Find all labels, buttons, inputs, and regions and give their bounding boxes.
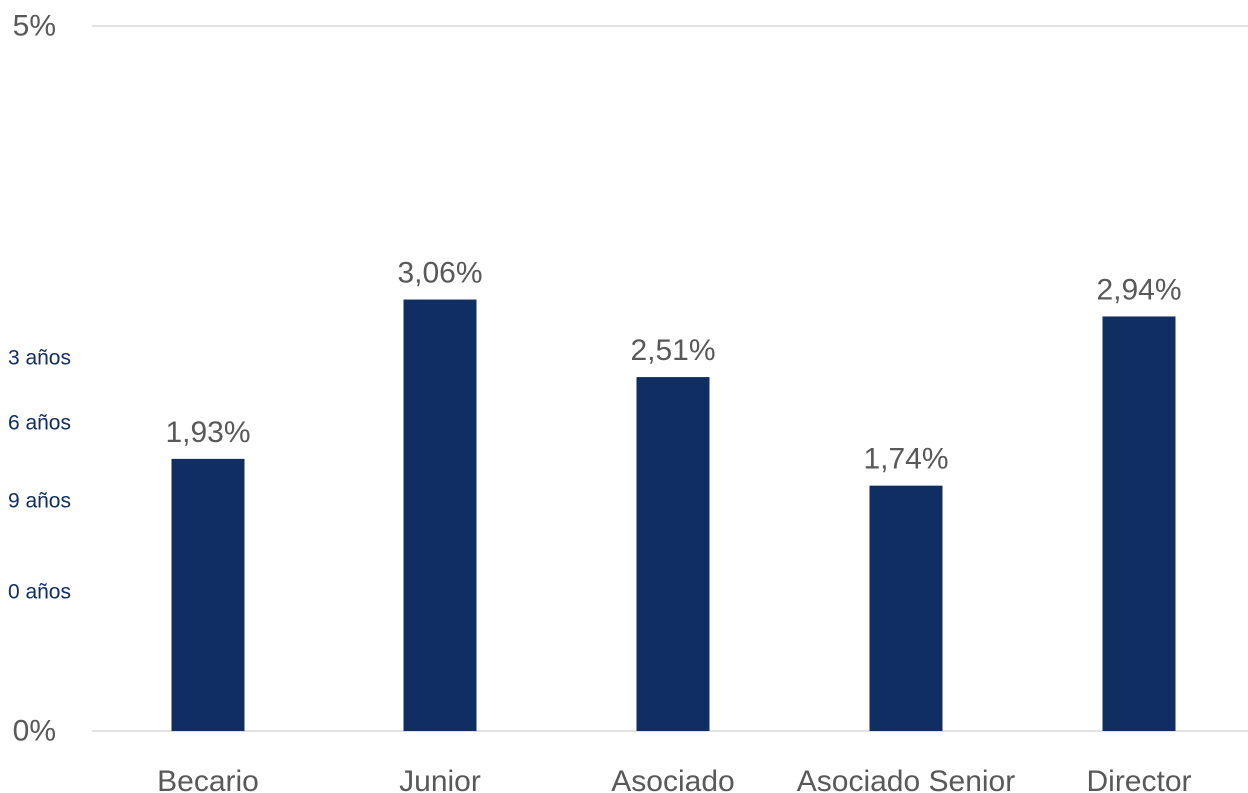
side-labels: 3 años 6 años 9 años 0 años	[8, 347, 71, 604]
bar-3	[869, 485, 943, 731]
bar-2	[636, 377, 710, 731]
category-label-1: Junior	[399, 765, 481, 793]
y-axis-ticks: 5% 0%	[13, 10, 56, 748]
y-tick-label-1: 0%	[13, 715, 56, 748]
data-label-2: 2,51%	[630, 334, 715, 367]
bar-1	[403, 299, 477, 731]
bars	[171, 299, 1176, 731]
data-label-0: 1,93%	[165, 416, 250, 449]
category-label-0: Becario	[157, 765, 259, 793]
data-label-1: 3,06%	[397, 257, 482, 290]
side-label-3: 0 años	[8, 581, 71, 604]
side-label-2: 9 años	[8, 490, 71, 513]
bar-4	[1102, 316, 1176, 731]
data-labels: 1,93% 3,06% 2,51% 1,74% 2,94%	[165, 257, 1181, 476]
side-label-1: 6 años	[8, 412, 71, 435]
category-label-2: Asociado	[611, 765, 734, 793]
data-label-3: 1,74%	[863, 443, 948, 476]
y-tick-label-0: 5%	[13, 10, 56, 43]
category-label-3: Asociado Senior	[797, 765, 1015, 793]
category-label-4: Director	[1086, 765, 1191, 793]
side-label-0: 3 años	[8, 347, 71, 370]
bar-0	[171, 458, 245, 731]
category-labels: Becario Junior Asociado Asociado Senior Dire…	[157, 765, 1191, 793]
data-label-4: 2,94%	[1096, 273, 1181, 306]
